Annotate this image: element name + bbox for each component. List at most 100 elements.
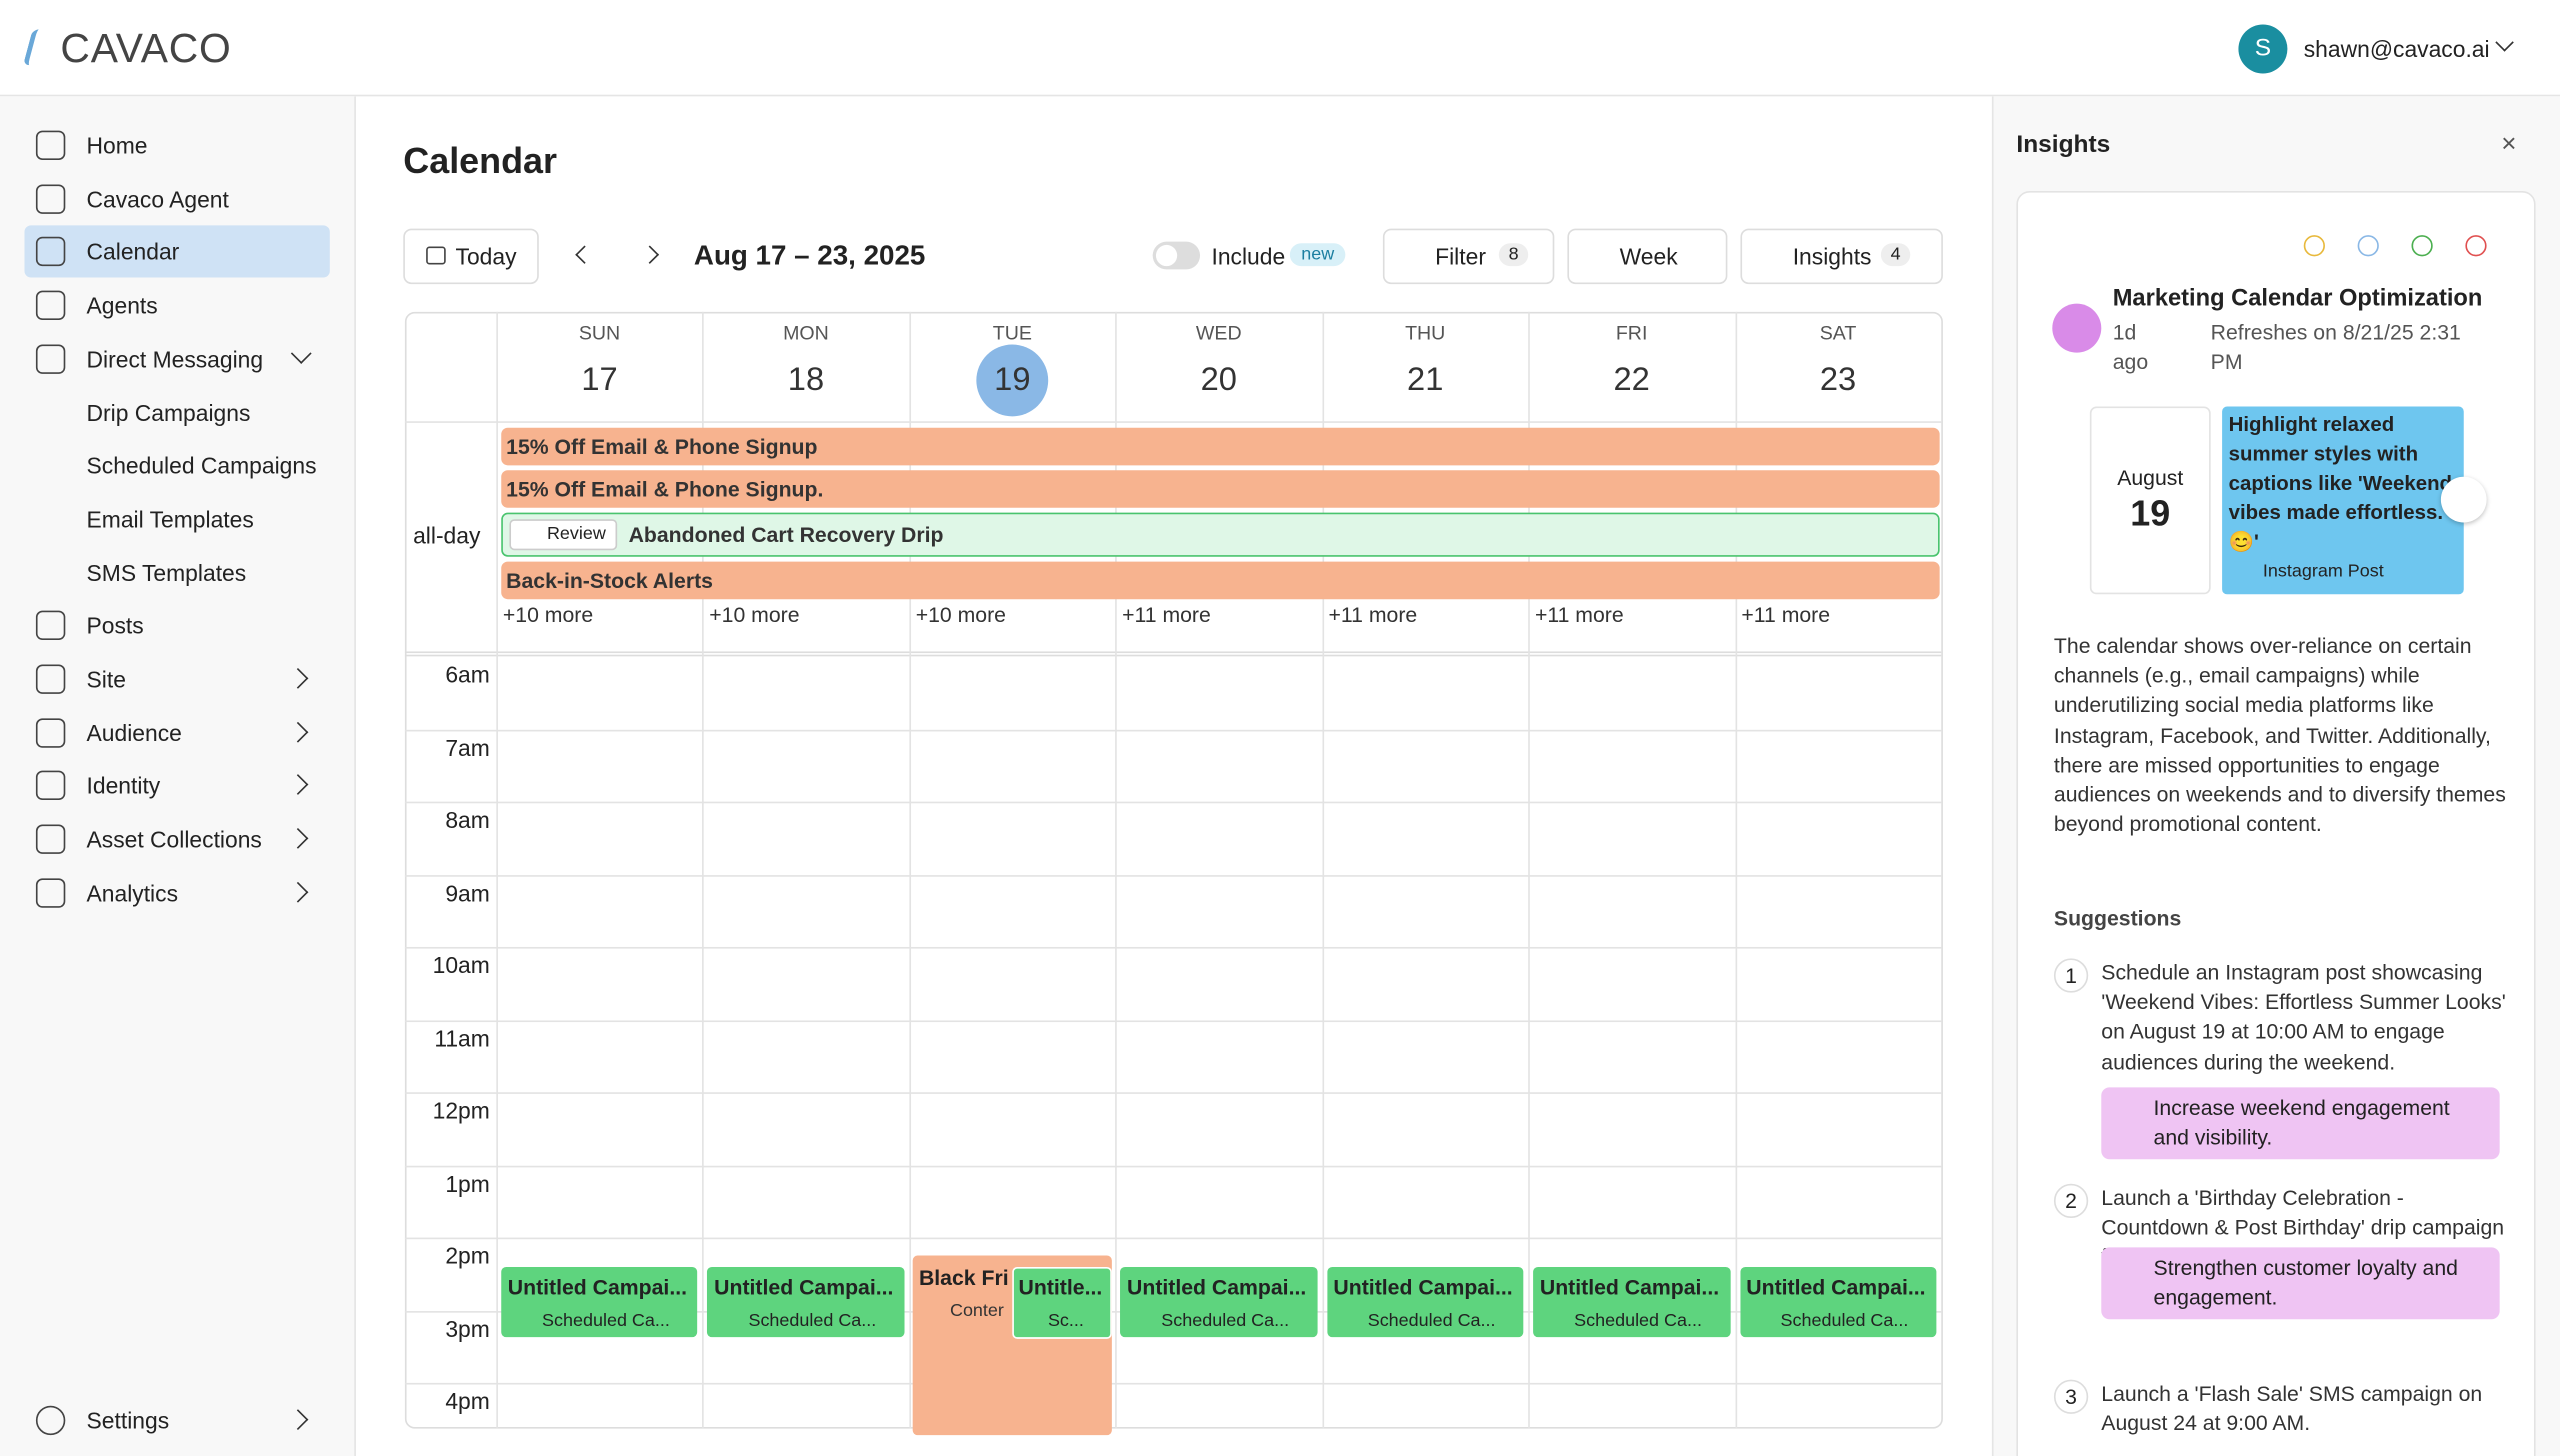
nav-item[interactable]: Asset Collections (86, 826, 262, 853)
nav-icon (35, 1405, 66, 1436)
nav-icon (35, 664, 66, 694)
day-name: THU (1405, 321, 1446, 345)
button-label[interactable]: Filter (1435, 243, 1486, 270)
nav-item[interactable]: Agents (86, 292, 158, 319)
timed-event[interactable] (1012, 1266, 1113, 1339)
nav-subitem[interactable]: Drip Campaigns (86, 399, 251, 426)
count: 8 (1498, 243, 1529, 267)
more-link[interactable]: +10 more (709, 602, 800, 627)
hour-label: 3pm (445, 1315, 490, 1342)
toggle-label: Include (1211, 243, 1286, 270)
timed-event[interactable] (1739, 1266, 1937, 1338)
nav-icon (35, 130, 66, 161)
all-day-event[interactable] (501, 427, 1940, 466)
nav-item[interactable]: Site (86, 666, 126, 693)
nav-item[interactable]: Audience (86, 719, 182, 746)
avatar[interactable]: S (2238, 24, 2288, 74)
button-label[interactable]: Week (1619, 243, 1678, 270)
card-age: 1d ago (2112, 320, 2149, 374)
event-title: Untitled Campai... (1127, 1275, 1307, 1300)
card-action[interactable] (2303, 235, 2325, 257)
more-link[interactable]: +10 more (502, 602, 594, 627)
event-title: 15% Off Email & Phone Signup. (506, 476, 824, 502)
suggestions-title: Suggestions (2053, 906, 2182, 931)
nav-item[interactable]: Calendar (86, 239, 180, 266)
card-action[interactable] (2465, 235, 2487, 257)
toggle-knob (1155, 244, 1178, 267)
close[interactable]: × (2501, 130, 2517, 159)
preview-month: August (2117, 465, 2184, 490)
more-link[interactable]: +11 more (1328, 602, 1418, 627)
hour-label: 4pm (445, 1387, 490, 1414)
suggestion-tag: Strengthen customer loyalty and engageme… (2101, 1247, 2500, 1320)
nav-subitem[interactable]: SMS Templates (86, 559, 247, 586)
timed-event[interactable] (1120, 1266, 1318, 1338)
timed-event[interactable] (707, 1266, 905, 1338)
all-day-event[interactable] (501, 561, 1940, 600)
grid-col (496, 311, 498, 1429)
day-name: SUN (578, 321, 621, 345)
nav-item[interactable]: Settings (86, 1407, 170, 1434)
timed-event[interactable] (1326, 1266, 1524, 1338)
prev[interactable] (575, 245, 594, 264)
preview-next[interactable] (2440, 476, 2487, 523)
next[interactable] (640, 245, 660, 264)
event-title: Black Fri (918, 1265, 1009, 1290)
timed-event[interactable] (1533, 1266, 1730, 1338)
all-day-event[interactable] (501, 470, 1940, 508)
nav-item[interactable]: Identity (86, 772, 161, 800)
nav-icon (35, 717, 66, 748)
card-body: The calendar shows over-reliance on cert… (2053, 633, 2506, 837)
day-number: 21 (1407, 362, 1444, 399)
button[interactable] (1740, 228, 1943, 285)
event-title: 15% Off Email & Phone Signup (506, 434, 818, 459)
nav-icon (35, 824, 66, 855)
nav-icon (35, 290, 66, 321)
timed-event[interactable] (501, 1266, 698, 1338)
page-title: Calendar (403, 140, 558, 182)
hour-label: 1pm (445, 1169, 490, 1196)
preview-text: Highlight relaxed summer styles with cap… (2228, 413, 2453, 554)
event-sub: Scheduled Ca... (1780, 1311, 1909, 1331)
more-link[interactable]: +11 more (1122, 602, 1211, 627)
nav-item[interactable]: Direct Messaging (86, 345, 264, 372)
event-title: Back-in-Stock Alerts (506, 568, 713, 593)
more-link[interactable]: +11 more (1741, 602, 1831, 627)
event-sub: Scheduled Ca... (1161, 1311, 1290, 1331)
button[interactable] (1567, 228, 1728, 285)
card-action[interactable] (2357, 235, 2379, 257)
panel-title: Insights (2016, 130, 2111, 159)
more-link[interactable]: +11 more (1534, 602, 1624, 627)
suggestion-num: 1 (2053, 958, 2089, 993)
button[interactable] (1382, 228, 1555, 285)
nav-item[interactable]: Cavaco Agent (86, 185, 229, 212)
event-title: Abandoned Cart Recovery Drip (628, 522, 944, 547)
grid-line (404, 874, 1942, 876)
card-title: Marketing Calendar Optimization (2112, 285, 2483, 312)
button-label[interactable]: Today (455, 243, 517, 270)
suggestion-text: Schedule an Instagram post showcasing 'W… (2101, 960, 2506, 1074)
button[interactable] (403, 228, 539, 285)
grid-col (702, 311, 705, 1429)
day-number: 20 (1200, 362, 1237, 399)
badge-new: new (1289, 243, 1346, 267)
nav-item[interactable]: Analytics (86, 879, 179, 906)
button-label[interactable]: Insights (1792, 243, 1872, 270)
nav-subitem[interactable]: Scheduled Campaigns (86, 452, 317, 479)
more-link[interactable]: +10 more (915, 602, 1006, 627)
card-action[interactable] (2411, 235, 2433, 257)
all-day-event[interactable] (501, 512, 1940, 557)
day-number: 19 (994, 362, 1031, 399)
card-icon (2052, 303, 2102, 353)
review-badge: Review (509, 519, 618, 551)
nav-item[interactable]: Posts (86, 612, 144, 639)
preview-day: 19 (2130, 493, 2171, 534)
nav-item[interactable]: Home (86, 132, 148, 159)
top-bar (0, 0, 2560, 97)
user-email[interactable]: shawn@cavaco.ai (2303, 35, 2490, 63)
hour-label: 8am (445, 806, 490, 833)
nav-subitem[interactable]: Email Templates (86, 505, 254, 533)
grid (404, 311, 1943, 1429)
suggestion-text: Launch a 'Flash Sale' SMS campaign on Au… (2101, 1381, 2483, 1436)
hour-label: 10am (432, 951, 490, 978)
